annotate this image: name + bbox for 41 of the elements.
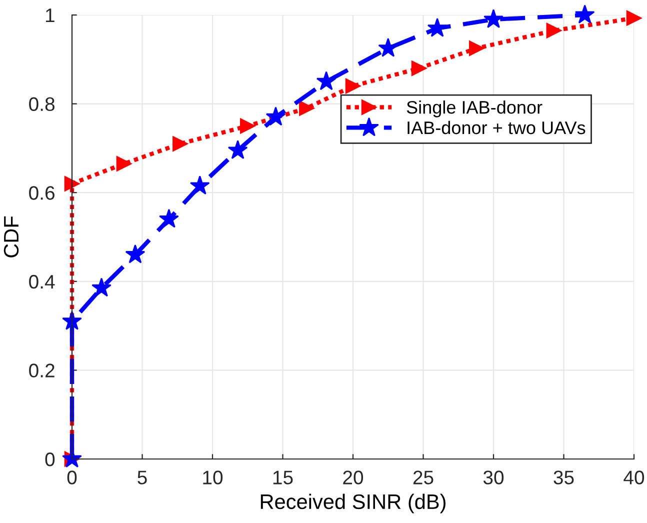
point (626, 10, 642, 26)
x-tick-label: 10 (203, 470, 223, 484)
point (546, 22, 562, 38)
x-axis-title: Received SINR (dB) (260, 494, 446, 514)
point (266, 106, 286, 126)
point (427, 18, 448, 37)
legend-label: IAB-donor + two UAVs (408, 120, 586, 134)
legend-label: Single IAB-donor (406, 100, 542, 118)
point (125, 244, 146, 264)
point (240, 118, 256, 134)
x-tick-label: 20 (343, 470, 364, 484)
x-tick-label: 35 (554, 470, 574, 484)
point (484, 9, 504, 28)
x-tick-label: 5 (138, 470, 147, 484)
y-tick-label: 0 (45, 452, 55, 466)
point (190, 176, 210, 194)
point (378, 38, 398, 57)
point (64, 176, 80, 192)
point (116, 156, 132, 172)
point (411, 60, 427, 76)
point (159, 208, 179, 228)
x-tick-label: 40 (624, 470, 644, 484)
y-axis-title: CDF (4, 216, 19, 258)
y-tick-label: 1 (46, 8, 54, 22)
x-tick-label: 0 (67, 470, 77, 484)
point (574, 4, 595, 24)
y-tick-label: 0.8 (29, 97, 54, 112)
x-tick-label: 15 (273, 470, 293, 484)
point (92, 278, 112, 297)
x-tick-label: 25 (413, 470, 434, 484)
x-tick-label: 30 (483, 470, 504, 484)
point (345, 78, 361, 94)
y-tick-label: 0.2 (29, 364, 54, 378)
point (298, 100, 314, 116)
point (228, 140, 248, 159)
point (316, 71, 336, 90)
point (62, 310, 82, 330)
y-tick-label: 0.6 (29, 186, 54, 200)
y-tick-label: 0.4 (29, 274, 55, 289)
point (172, 136, 188, 152)
point (469, 40, 484, 56)
